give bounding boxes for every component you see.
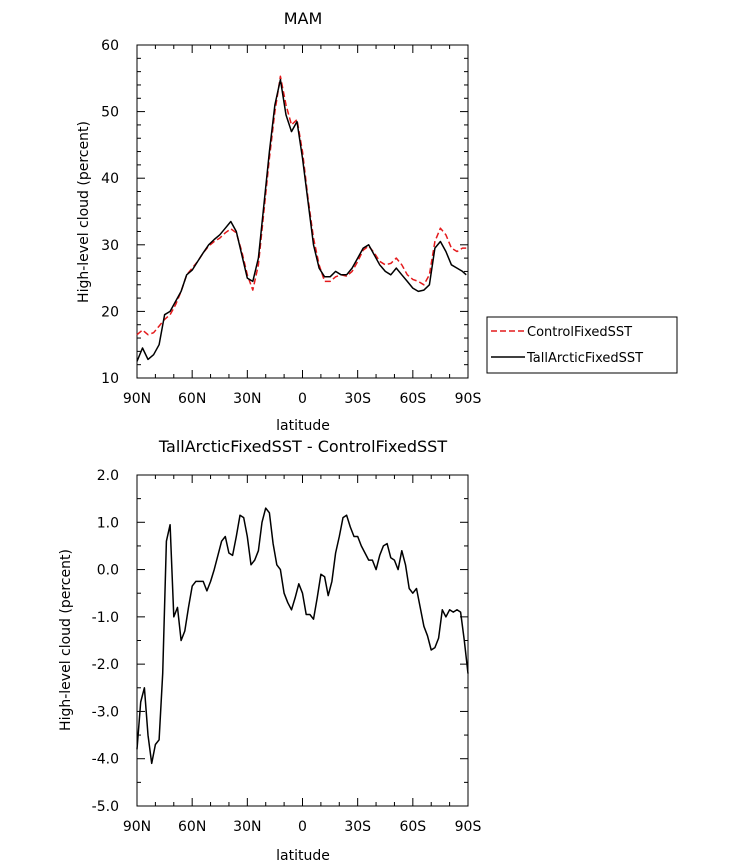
top-plot-frame	[136, 44, 469, 379]
top-ticks: 90N 60N 30N 0 30S 60S 90S 10 20 30 40 50 60	[101, 38, 481, 407]
top-x-tick-label: 60S	[399, 391, 426, 407]
bottom-y-tick-label: 0.0	[97, 563, 119, 579]
legend-label-control: ControlFixedSST	[527, 325, 632, 340]
bottom-y-tick-label: -3.0	[92, 704, 119, 720]
bottom-x-tick-label: 60N	[178, 819, 206, 835]
panel-top: MAM 90N 60N 30N 0 30S 60S 90S 10 20 30 40 50 60 lati…	[76, 9, 481, 434]
top-y-tick-label: 30	[101, 238, 119, 254]
top-x-tick-label: 30S	[344, 391, 371, 407]
bottom-y-tick-label: 1.0	[97, 515, 119, 531]
bottom-x-tick-label: 30S	[344, 819, 371, 835]
top-y-tick-label: 60	[101, 38, 119, 54]
top-y-tick-label: 40	[101, 171, 119, 187]
top-x-axis-label: latitude	[276, 418, 330, 434]
panel-bottom: TallArcticFixedSST - ControlFixedSST 90N…	[58, 437, 481, 864]
bottom-chart-title: TallArcticFixedSST - ControlFixedSST	[158, 437, 447, 456]
bottom-series-line-difference	[136, 507, 469, 765]
bottom-x-axis-label: latitude	[276, 848, 330, 864]
bottom-x-tick-label: 60S	[399, 819, 426, 835]
bottom-y-tick-label: -4.0	[92, 752, 119, 768]
bottom-series-layer	[136, 507, 469, 765]
bottom-ticks: 90N 60N 30N 0 30S 60S 90S -5.0 -4.0 -3.0 -2.0 -1.0 0…	[92, 468, 482, 835]
bottom-y-tick-label: 2.0	[97, 468, 119, 484]
bottom-x-tick-label: 90N	[123, 819, 151, 835]
bottom-y-axis-label: High-level cloud (percent)	[58, 549, 74, 731]
top-x-tick-label: 30N	[233, 391, 261, 407]
bottom-plot-frame	[136, 474, 469, 807]
top-y-tick-label: 10	[101, 371, 119, 387]
bottom-x-tick-label: 90S	[455, 819, 482, 835]
top-series-layer	[136, 75, 467, 362]
top-x-tick-label: 60N	[178, 391, 206, 407]
top-y-axis-label: High-level cloud (percent)	[76, 121, 92, 303]
top-x-tick-label: 90S	[455, 391, 482, 407]
top-series-line-controlfixedsst	[136, 75, 467, 336]
legend-frame	[486, 316, 678, 374]
bottom-y-tick-label: -2.0	[92, 657, 119, 673]
top-y-tick-label: 20	[101, 304, 119, 320]
bottom-y-tick-label: -1.0	[92, 610, 119, 626]
bottom-y-tick-label: -5.0	[92, 799, 119, 815]
top-y-tick-label: 50	[101, 105, 119, 121]
top-x-tick-label: 90N	[123, 391, 151, 407]
top-chart-title: MAM	[284, 9, 323, 28]
bottom-x-tick-label: 0	[298, 819, 307, 835]
bottom-x-tick-label: 30N	[233, 819, 261, 835]
legend: ControlFixedSST TallArcticFixedSST	[486, 316, 678, 374]
legend-label-tallarctic: TallArcticFixedSST	[526, 351, 643, 366]
top-series-line-tallarcticfixedsst	[136, 78, 467, 362]
top-x-tick-label: 0	[298, 391, 307, 407]
